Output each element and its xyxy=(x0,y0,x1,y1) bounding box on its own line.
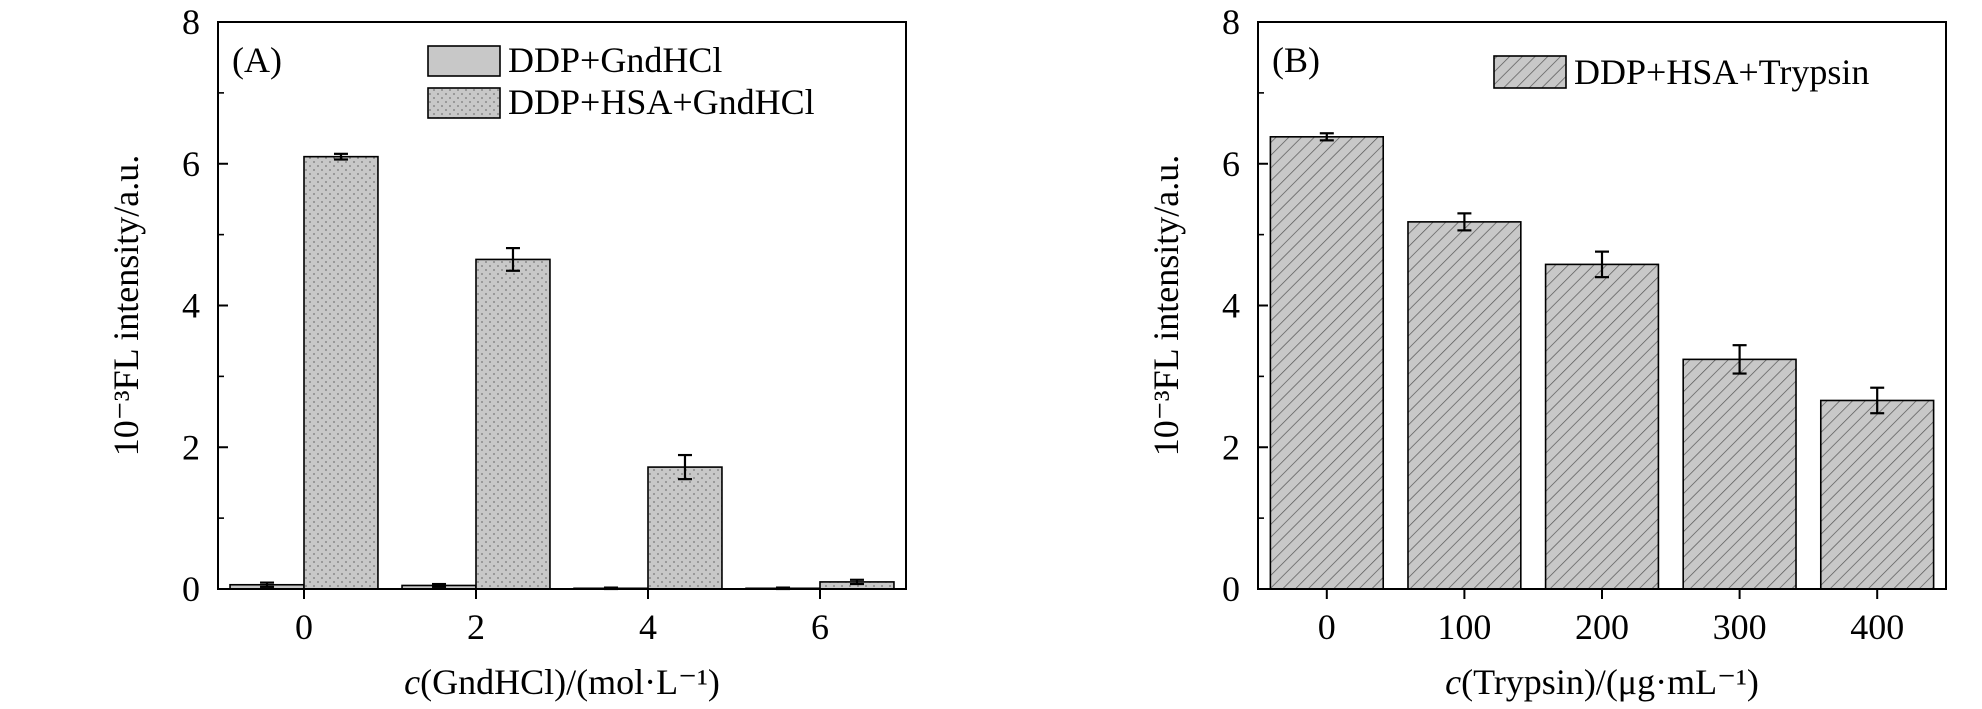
y-tick-label: 2 xyxy=(182,427,200,467)
x-tick-label: 100 xyxy=(1437,607,1491,647)
y-tick-label: 4 xyxy=(1222,286,1240,326)
chart-panel-b: 0 2 4 6 8 0 100 200 300 400 (B) 10⁻³FL intensity/a.… xyxy=(1146,2,1947,702)
error-bar xyxy=(677,453,692,481)
panel-label: (B) xyxy=(1272,40,1320,80)
bar xyxy=(1407,221,1522,590)
bar xyxy=(475,258,551,590)
x-tick-label: 0 xyxy=(1318,607,1336,647)
x-tick-label: 400 xyxy=(1850,607,1904,647)
error-bar xyxy=(1595,250,1609,279)
bar xyxy=(1544,263,1660,590)
bar xyxy=(303,155,379,590)
legend-swatch xyxy=(427,87,501,119)
chart-panel-a: 0 2 4 6 8 0 2 4 6 (A) 10⁻³FL intensity/a.u. c(GndHC… xyxy=(106,2,907,702)
x-tick-label: 6 xyxy=(811,607,829,647)
legend-label: DDP+GndHCl xyxy=(508,40,722,80)
error-bar xyxy=(849,578,864,586)
y-tick-label: 8 xyxy=(182,2,200,42)
legend-swatch xyxy=(1493,55,1567,89)
x-tick-label: 300 xyxy=(1713,607,1767,647)
x-tick-label: 200 xyxy=(1575,607,1629,647)
y-axis-label: 10⁻³FL intensity/a.u. xyxy=(106,155,146,456)
legend-item: DDP+HSA+Trypsin xyxy=(1493,52,1869,92)
y-tick-label: 2 xyxy=(1222,427,1240,467)
y-tick-label: 6 xyxy=(182,144,200,184)
x-axis-label: c(Trypsin)/(μg·mL⁻¹) xyxy=(1445,662,1759,702)
bar xyxy=(1682,358,1797,590)
panel-label: (A) xyxy=(232,40,282,80)
x-tick-label: 2 xyxy=(467,607,485,647)
error-bar xyxy=(505,246,520,272)
x-axis-label: c(GndHCl)/(mol·L⁻¹) xyxy=(404,662,720,702)
y-tick-label: 4 xyxy=(182,286,200,326)
y-axis-label: 10⁻³FL intensity/a.u. xyxy=(1146,155,1186,456)
legend-label: DDP+HSA+GndHCl xyxy=(508,82,815,122)
bar xyxy=(1269,136,1385,590)
bar xyxy=(1819,399,1935,590)
error-bar xyxy=(260,581,275,588)
bar xyxy=(647,466,723,590)
error-bar xyxy=(1870,386,1885,415)
y-tick-label: 8 xyxy=(1222,2,1240,42)
legend-item: DDP+GndHCl xyxy=(427,40,722,80)
error-bar xyxy=(1457,212,1472,232)
legend-label: DDP+HSA+Trypsin xyxy=(1574,52,1869,92)
x-tick-label: 0 xyxy=(295,607,313,647)
error-bar xyxy=(1732,344,1747,375)
y-tick-label: 0 xyxy=(182,569,200,609)
y-tick-label: 0 xyxy=(1222,569,1240,609)
legend-swatch xyxy=(427,45,501,77)
error-bar xyxy=(1319,132,1334,142)
error-bar xyxy=(432,582,447,588)
legend-item: DDP+HSA+GndHCl xyxy=(427,82,815,122)
y-tick-label: 6 xyxy=(1222,144,1240,184)
error-bar xyxy=(333,152,348,161)
x-tick-label: 4 xyxy=(639,607,657,647)
